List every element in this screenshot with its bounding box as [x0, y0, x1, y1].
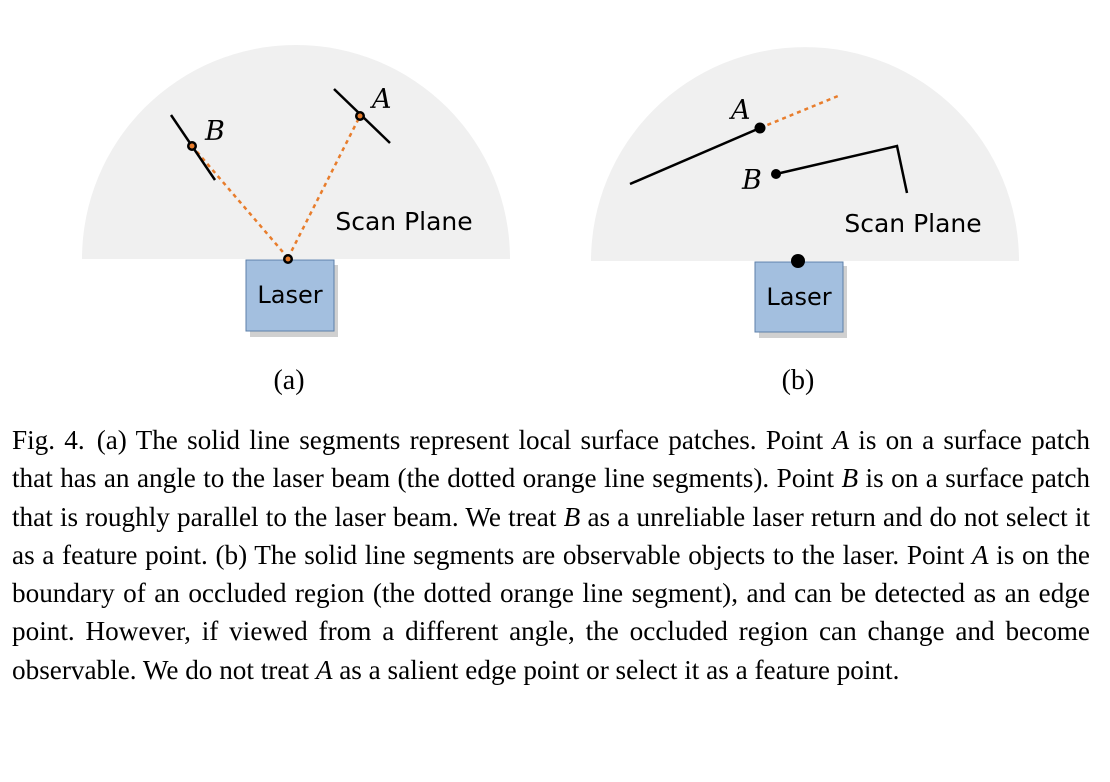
figure-diagram: Laser A B Scan Plane (a) Laser A: [82, 45, 1019, 396]
caption-text-1: (a) The solid line segments represent lo…: [96, 425, 833, 455]
point-a-marker-b: [754, 122, 766, 134]
scan-plane-a: [82, 45, 510, 259]
laser-origin-b: [791, 254, 805, 268]
panel-a: Laser A B Scan Plane (a): [82, 45, 510, 396]
laser-box-a: [245, 259, 335, 332]
point-b-marker-inner: [189, 143, 195, 149]
laser-label-a: Laser: [257, 281, 322, 309]
caption-point-b-1: B: [841, 463, 859, 494]
panel-b: Laser A B Scan Plane (b): [591, 47, 1019, 396]
laser-label-b: Laser: [766, 283, 831, 311]
point-a-label-b: A: [728, 95, 751, 126]
caption-point-a-1: A: [832, 425, 850, 455]
caption-text-6: as a salient edge point or select it as …: [332, 654, 900, 685]
point-b-marker-b: [771, 169, 781, 179]
scan-plane-b: [591, 47, 1019, 262]
laser-box-b: [754, 261, 844, 333]
caption-text-5: is on the boundary of an occluded region…: [12, 539, 1090, 685]
scan-plane-label-b: Scan Plane: [844, 209, 981, 238]
beam-to-b: [191, 145, 289, 259]
caption-label: Fig. 4.: [12, 425, 85, 455]
caption-point-a-3: A: [315, 654, 333, 685]
caption-text-3: is on a surface patch that is roughly pa…: [12, 463, 1091, 532]
object-segment-a: [629, 126, 761, 186]
point-b-label-b: B: [741, 165, 762, 196]
caption-text-4: as a unreliable laser return and do not …: [12, 501, 1091, 570]
caption-text-2: is on a surface patch that has an angle …: [12, 425, 1090, 494]
object-segment-b: [775, 144, 909, 194]
sublabel-a: (a): [273, 365, 304, 396]
sublabel-b: (b): [782, 365, 815, 396]
caption-point-b-2: B: [563, 501, 581, 532]
caption-point-a-2: A: [971, 539, 989, 570]
point-a-label-a: A: [369, 84, 392, 115]
figure-caption: Fig. 4. (a) The solid line segments repre…: [12, 421, 1090, 689]
occluded-region-segment: [759, 94, 839, 130]
beam-to-a: [286, 115, 362, 259]
laser-origin-inner-a: [285, 256, 291, 262]
point-a-marker-inner: [357, 113, 363, 119]
scan-plane-label-a: Scan Plane: [335, 207, 472, 236]
point-b-label-a: B: [204, 116, 225, 147]
